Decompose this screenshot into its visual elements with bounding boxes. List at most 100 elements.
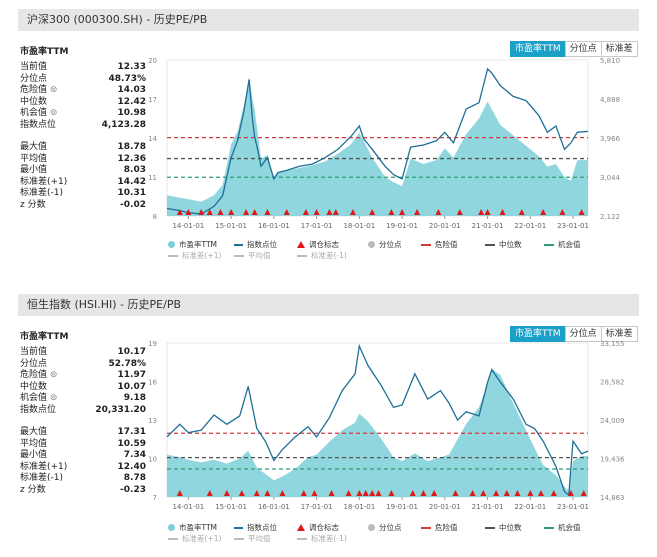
- metric-tabs: 市盈率TTM 分位点 标准差: [510, 41, 638, 57]
- stat-value: 8.03: [123, 165, 146, 175]
- stat-value: 10.59: [117, 438, 146, 449]
- rebalance-marker: [332, 209, 339, 215]
- legend-std-minus[interactable]: 标准差(-1): [297, 533, 347, 544]
- x-tick-label: 22-01-01: [514, 503, 546, 511]
- stat-value: 10.31: [117, 188, 146, 198]
- stat-row: 中位数 10.07: [20, 382, 146, 394]
- legend-chance[interactable]: 机会值: [544, 522, 581, 533]
- stat-value: 14.42: [117, 176, 146, 187]
- stat-label: 最小值: [20, 165, 48, 175]
- legend-mean[interactable]: 平均值: [234, 533, 271, 544]
- y-tick-right: 19,436: [600, 456, 625, 464]
- rebalance-marker: [328, 490, 335, 496]
- legend-median[interactable]: 中位数: [485, 522, 522, 533]
- stat-label: 指数点位: [20, 404, 57, 415]
- legend-rebalance[interactable]: 调仓标志: [297, 522, 339, 533]
- rebalance-marker: [550, 490, 557, 496]
- y-tick-left: 8: [153, 213, 157, 221]
- settings-icon[interactable]: ⊚: [47, 393, 58, 403]
- legend-pe-icon: [168, 524, 175, 531]
- legend-label: 平均值: [248, 251, 271, 260]
- legend-label: 标准差(+1): [182, 534, 222, 543]
- legend-quantile[interactable]: 分位点: [368, 522, 402, 533]
- legend-chance[interactable]: 机会值: [544, 239, 581, 250]
- legend-std-minus-icon: [297, 254, 307, 257]
- legend-label: 调仓标志: [309, 240, 339, 249]
- legend-label: 机会值: [558, 523, 581, 532]
- legend-std-minus[interactable]: 标准差(-1): [297, 250, 347, 261]
- index-line: [166, 67, 589, 215]
- y-tick-left: 16: [148, 379, 157, 387]
- rebalance-marker: [478, 209, 485, 215]
- settings-icon[interactable]: ⊚: [47, 85, 58, 95]
- x-tick-label: 23-01-01: [557, 222, 589, 230]
- tab-pe[interactable]: 市盈率TTM: [510, 41, 566, 57]
- panel-title: 沪深300 (000300.SH) - 历史PE/PB: [18, 9, 639, 31]
- rebalance-marker: [349, 209, 356, 215]
- stat-label: z 分数: [20, 199, 46, 210]
- legend-danger[interactable]: 危险值: [421, 239, 458, 250]
- tab-stddev[interactable]: 标准差: [600, 41, 638, 57]
- legend-std-plus-icon: [168, 537, 178, 540]
- tab-quantile[interactable]: 分位点: [564, 41, 602, 57]
- rebalance-marker: [253, 490, 260, 496]
- stat-row: 指数点位 4,123.28: [20, 120, 146, 132]
- rebalance-marker: [537, 490, 544, 496]
- stat-value: 20,331.20: [95, 404, 146, 415]
- legend-std-plus[interactable]: 标准差(+1): [168, 250, 221, 261]
- stat-value: 10.17: [117, 347, 146, 357]
- stat-value: 7.34: [123, 450, 146, 460]
- legend-label: 危险值: [435, 523, 458, 532]
- rebalance-marker: [251, 209, 258, 215]
- legend-index[interactable]: 指数点位: [234, 239, 277, 250]
- stat-label: 当前值: [20, 62, 48, 72]
- legend-quantile[interactable]: 分位点: [368, 239, 402, 250]
- y-tick-left: 20: [148, 57, 157, 65]
- stat-row: 标准差(-1) 10.31: [20, 188, 146, 200]
- stat-value: 12.42: [117, 96, 146, 107]
- panel-hs300: 沪深300 (000300.SH) - 历史PE/PB 市盈率TTM 市盈率TT…: [0, 0, 657, 278]
- x-tick-label: 18-01-01: [343, 503, 375, 511]
- rebalance-marker: [559, 209, 566, 215]
- rebalance-marker: [228, 209, 235, 215]
- pe-area: [167, 76, 588, 217]
- legend-median[interactable]: 中位数: [485, 239, 522, 250]
- legend-mean[interactable]: 平均值: [234, 250, 271, 261]
- rebalance-marker: [578, 209, 585, 215]
- legend-pe[interactable]: 市盈率TTM: [168, 522, 217, 533]
- rebalance-marker: [567, 490, 574, 496]
- tab-stddev[interactable]: 标准差: [600, 326, 638, 342]
- tab-quantile[interactable]: 分位点: [564, 326, 602, 342]
- stat-value: -0.23: [120, 484, 146, 495]
- stat-value: 12.40: [117, 461, 146, 472]
- x-tick-label: 14-01-01: [172, 222, 204, 230]
- rebalance-marker: [499, 209, 506, 215]
- legend-std-plus[interactable]: 标准差(+1): [168, 533, 221, 544]
- rebalance-marker: [176, 209, 183, 215]
- stat-label: 中位数: [20, 96, 48, 107]
- legend-rebalance[interactable]: 调仓标志: [297, 239, 339, 250]
- stat-row: 危险值 ⊚ 11.97: [20, 370, 146, 382]
- settings-icon[interactable]: ⊚: [47, 370, 58, 380]
- stat-label: 指数点位: [20, 119, 57, 130]
- stat-label: 最大值: [20, 142, 48, 152]
- x-tick-label: 22-01-01: [514, 222, 546, 230]
- legend-danger[interactable]: 危险值: [421, 522, 458, 533]
- legend-pe[interactable]: 市盈率TTM: [168, 239, 217, 250]
- legend-label: 指数点位: [247, 240, 277, 249]
- rebalance-marker: [356, 490, 363, 496]
- stat-row: 最小值 7.34: [20, 450, 146, 462]
- y-tick-right: 24,009: [600, 417, 625, 425]
- legend-index[interactable]: 指数点位: [234, 522, 277, 533]
- settings-icon[interactable]: ⊚: [47, 108, 58, 118]
- rebalance-marker: [409, 490, 416, 496]
- rebalance-marker: [326, 209, 333, 215]
- stat-label: 最小值: [20, 450, 48, 460]
- rebalance-marker: [388, 209, 395, 215]
- x-tick-label: 14-01-01: [172, 503, 204, 511]
- rebalance-marker: [580, 490, 587, 496]
- pe-chart: 7 10 13 16 19 14,863 19,436 24,009 28,582 33,155 1…: [148, 340, 625, 511]
- y-tick-left: 14: [148, 135, 157, 143]
- legend-std-plus-icon: [168, 254, 178, 257]
- legend-label: 分位点: [379, 523, 402, 532]
